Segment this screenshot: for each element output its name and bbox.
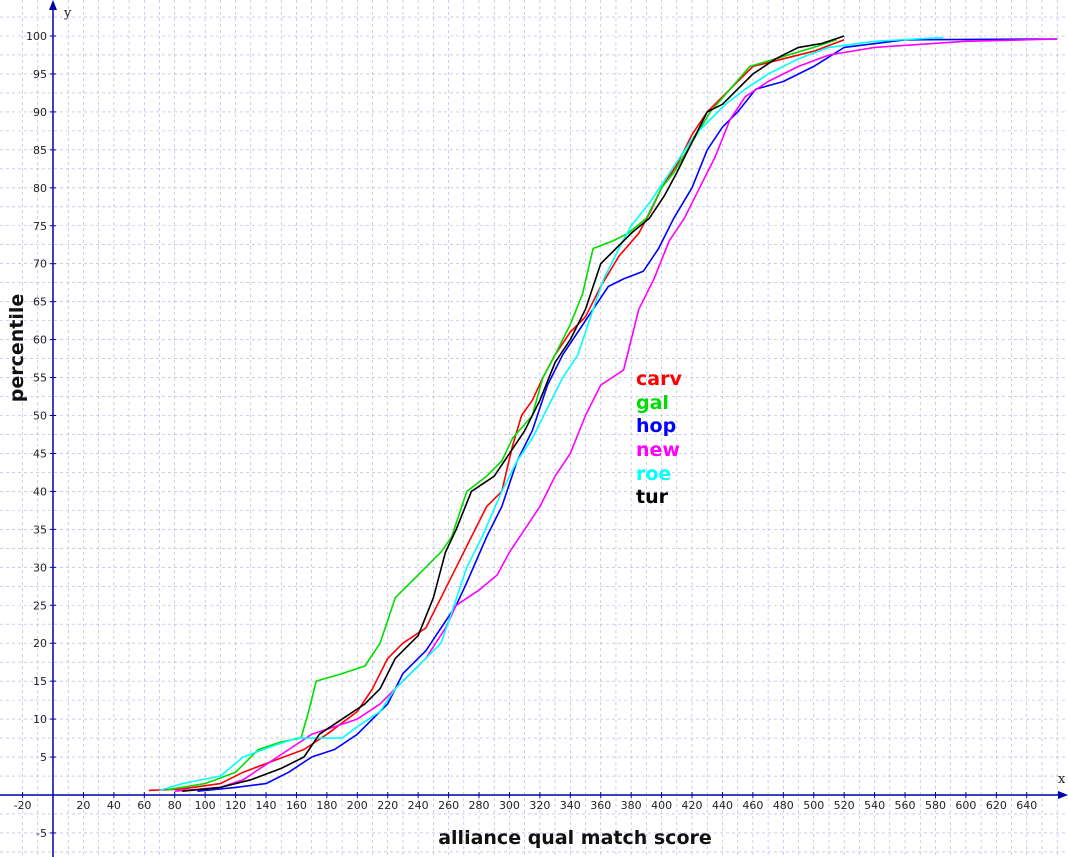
y-tick-label: 55 — [33, 372, 47, 385]
y-tick-label: 70 — [33, 258, 47, 271]
x-tick-label: 600 — [955, 799, 976, 812]
x-tick-label: 120 — [225, 799, 246, 812]
y-tick-label: 5 — [40, 751, 47, 764]
x-tick-label: 500 — [803, 799, 824, 812]
series-line-carv — [148, 39, 845, 792]
y-tick-label: 85 — [33, 144, 47, 157]
x-tick-label: 620 — [986, 799, 1007, 812]
y-tick-label: 45 — [33, 447, 47, 460]
y-tick-label: 90 — [33, 106, 47, 119]
x-tick-label: 60 — [137, 799, 151, 812]
legend-item-tur: tur — [636, 486, 669, 508]
x-axis-title: alliance qual match score — [438, 827, 712, 849]
x-tick-label: 440 — [712, 799, 733, 812]
x-tick-label: 220 — [377, 799, 398, 812]
x-tick-label: 80 — [168, 799, 182, 812]
x-tick-label: 140 — [256, 799, 277, 812]
y-tick-label: 30 — [33, 561, 47, 574]
series-line-roe — [159, 36, 944, 792]
y-tick-label: 65 — [33, 296, 47, 309]
x-tick-label: 200 — [347, 799, 368, 812]
y-axis-arrow — [49, 0, 57, 10]
x-tick-label: 300 — [499, 799, 520, 812]
x-tick-label: 380 — [621, 799, 642, 812]
x-tick-label: 20 — [76, 799, 90, 812]
x-tick-label: 480 — [773, 799, 794, 812]
series-line-new — [174, 38, 1058, 792]
series-line-tur — [182, 35, 845, 792]
x-tick-label: 340 — [560, 799, 581, 812]
y-tick-label: 15 — [33, 675, 47, 688]
x-tick-label: 560 — [895, 799, 916, 812]
x-tick-label: 280 — [469, 799, 490, 812]
x-axis-arrow — [1058, 791, 1068, 799]
x-tick-label: 520 — [834, 799, 855, 812]
x-tick-label: -20 — [14, 799, 32, 812]
legend-item-roe: roe — [636, 463, 671, 485]
y-tick-label: 25 — [33, 599, 47, 612]
x-tick-label: 460 — [742, 799, 763, 812]
series-line-hop — [197, 38, 1058, 792]
legend-item-new: new — [636, 439, 680, 461]
y-tick-label: 60 — [33, 334, 47, 347]
x-tick-label: 540 — [864, 799, 885, 812]
x-tick-label: 240 — [408, 799, 429, 812]
x-tick-label: 320 — [529, 799, 550, 812]
legend-item-hop: hop — [636, 415, 676, 437]
x-tick-label: 640 — [1016, 799, 1037, 812]
x-tick-label: 400 — [651, 799, 672, 812]
x-tick-label: 580 — [925, 799, 946, 812]
y-tick-label: 50 — [33, 410, 47, 423]
y-axis-title: percentile — [6, 294, 28, 403]
x-axis-letter: x — [1058, 772, 1066, 787]
y-axis-letter: y — [63, 6, 72, 21]
x-tick-label: 40 — [107, 799, 121, 812]
legend-item-gal: gal — [636, 392, 669, 414]
tick-labels: -20 20 40 60 80 100 120 140 160 180 200 220 240 260 28… — [14, 30, 1038, 840]
x-tick-label: 100 — [195, 799, 216, 812]
y-tick-label: 95 — [33, 68, 47, 81]
y-tick-label: 10 — [33, 713, 47, 726]
y-tick-label: 35 — [33, 523, 47, 536]
series-line-gal — [166, 39, 837, 791]
y-tick-label: 80 — [33, 182, 47, 195]
y-tick-label: -5 — [36, 827, 47, 840]
y-tick-label: 75 — [33, 220, 47, 233]
x-tick-label: 160 — [286, 799, 307, 812]
x-tick-label: 420 — [682, 799, 703, 812]
y-tick-label: 100 — [26, 30, 47, 43]
legend-item-carv: carv — [636, 368, 682, 390]
legend: carv gal hop new roe tur — [636, 368, 682, 508]
x-tick-label: 360 — [590, 799, 611, 812]
x-tick-label: 260 — [438, 799, 459, 812]
x-tick-label: 180 — [316, 799, 337, 812]
y-tick-label: 40 — [33, 485, 47, 498]
series-lines — [148, 35, 1058, 792]
y-tick-label: 20 — [33, 637, 47, 650]
